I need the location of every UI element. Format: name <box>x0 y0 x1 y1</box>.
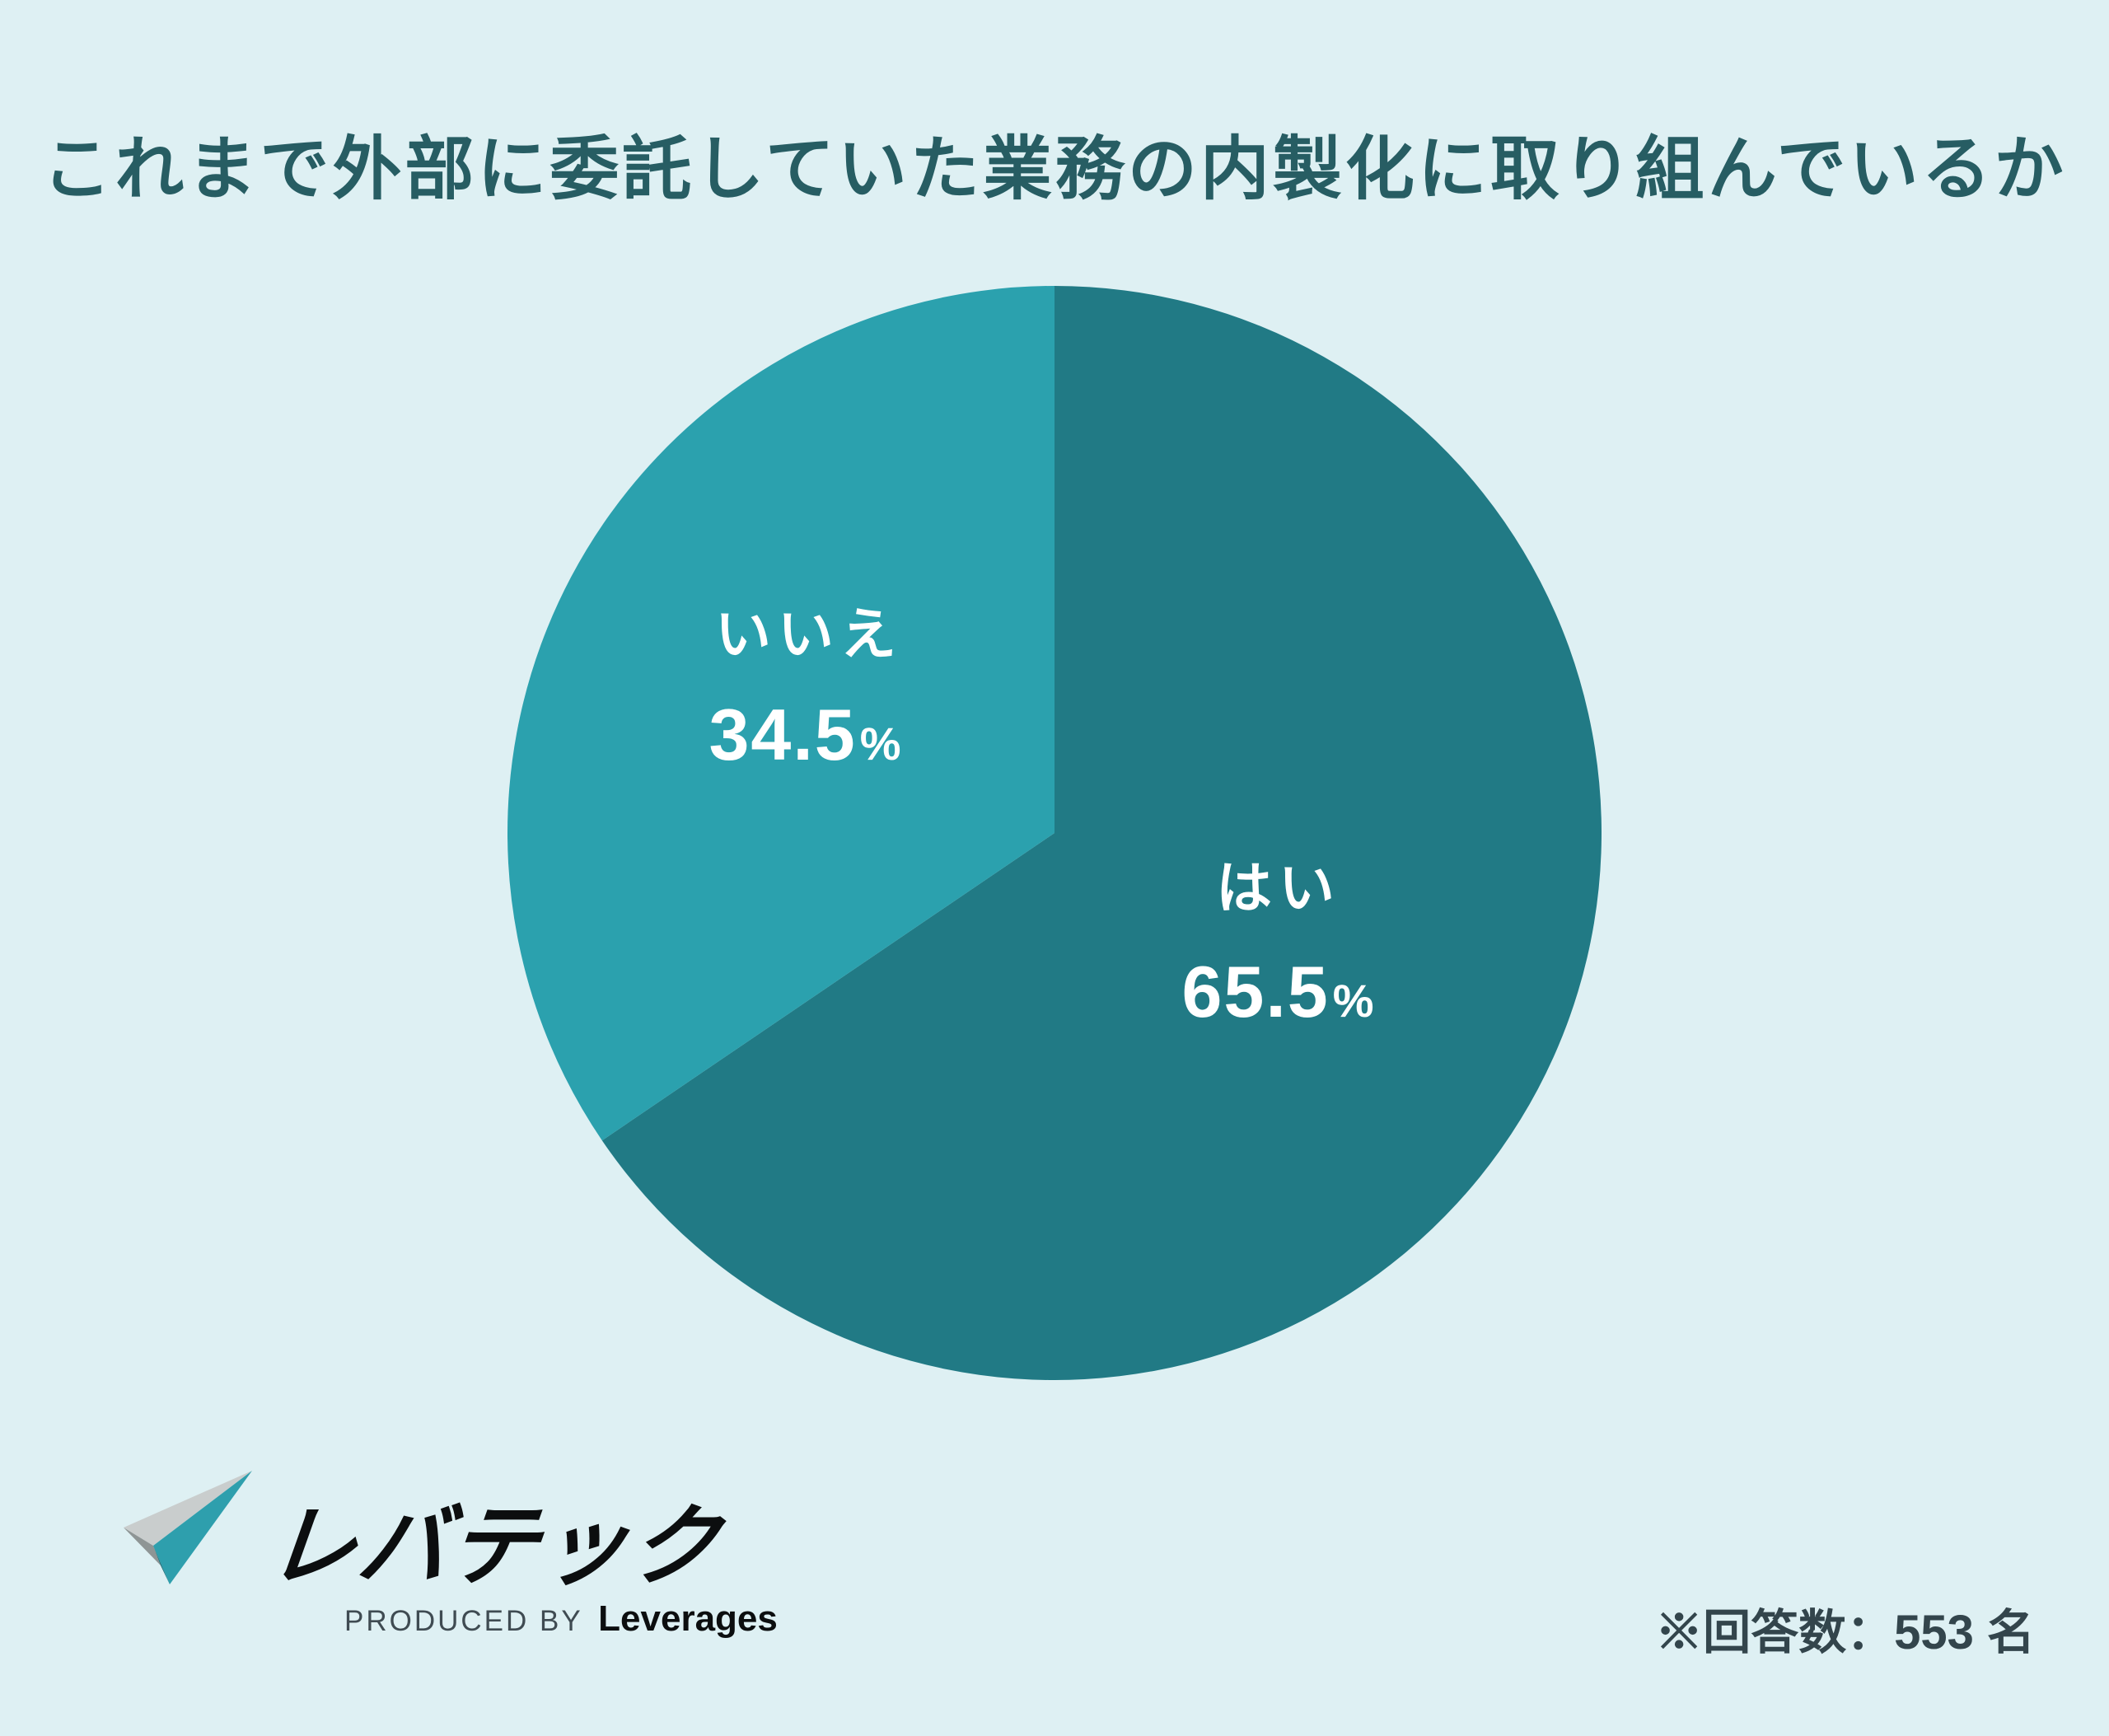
slice-label-yes: はい <box>1215 857 1342 920</box>
produced-by-label: PRODUCED BY <box>344 1605 583 1637</box>
response-count-note: ※回答数：553 名 <box>1655 1606 2035 1659</box>
levtech-logo-mark-icon <box>124 1471 252 1584</box>
pie-chart <box>507 286 1602 1380</box>
slice-value-no-unit: % <box>859 718 903 770</box>
slice-value-no-number: 34.5 <box>708 694 857 775</box>
chart-title: これまで外部に委託していた業務の内製化に取り組んでいるか <box>42 130 2067 208</box>
produced-by-line: PRODUCED BY Leverages <box>344 1598 778 1640</box>
slice-value-yes: 65.5% <box>1181 950 1375 1034</box>
slice-value-yes-number: 65.5 <box>1181 951 1330 1032</box>
slice-value-yes-unit: % <box>1332 975 1376 1027</box>
logo-face-mid-gray <box>124 1528 161 1565</box>
company-name: Leverages <box>598 1598 778 1639</box>
pie-slice-yes <box>601 286 1602 1380</box>
logo-face-teal <box>153 1471 252 1584</box>
pie-slice-no <box>507 286 1054 1141</box>
logo-face-dark-teal <box>153 1546 170 1584</box>
slice-label-no: いいえ <box>714 603 904 667</box>
logo-face-light-gray <box>124 1471 252 1546</box>
levtech-logo-text: レバテック <box>262 1496 727 1596</box>
slice-value-no: 34.5% <box>708 693 902 777</box>
